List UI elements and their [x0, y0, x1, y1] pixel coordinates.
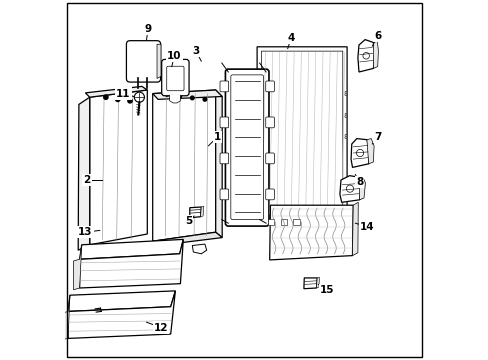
Circle shape: [165, 93, 168, 96]
Text: 2: 2: [83, 175, 90, 185]
Polygon shape: [152, 232, 222, 246]
FancyBboxPatch shape: [220, 189, 228, 200]
Polygon shape: [339, 176, 361, 202]
Polygon shape: [192, 244, 206, 254]
FancyBboxPatch shape: [166, 66, 183, 91]
Text: ε: ε: [343, 132, 347, 141]
FancyBboxPatch shape: [230, 75, 263, 220]
Polygon shape: [303, 278, 317, 289]
Circle shape: [178, 95, 181, 98]
Text: ε: ε: [343, 111, 347, 120]
Text: 9: 9: [144, 24, 151, 34]
Polygon shape: [73, 245, 81, 290]
FancyBboxPatch shape: [265, 153, 274, 164]
Text: 8: 8: [355, 177, 363, 187]
FancyBboxPatch shape: [265, 117, 274, 128]
FancyBboxPatch shape: [220, 153, 228, 164]
Text: 3: 3: [192, 46, 199, 56]
Polygon shape: [358, 176, 365, 200]
Polygon shape: [200, 206, 203, 217]
Text: 7: 7: [373, 132, 381, 142]
Text: 11: 11: [116, 89, 130, 99]
Polygon shape: [350, 139, 369, 167]
Polygon shape: [357, 40, 374, 72]
FancyBboxPatch shape: [265, 81, 274, 92]
FancyBboxPatch shape: [220, 117, 228, 128]
Polygon shape: [64, 295, 70, 339]
Polygon shape: [215, 90, 222, 238]
Circle shape: [115, 97, 120, 102]
Text: 12: 12: [153, 323, 168, 333]
Polygon shape: [68, 291, 175, 311]
Text: 5: 5: [184, 216, 192, 226]
Text: 4: 4: [287, 33, 294, 43]
Polygon shape: [169, 94, 180, 103]
Text: 13: 13: [78, 227, 92, 237]
Polygon shape: [89, 90, 147, 245]
Polygon shape: [366, 139, 373, 164]
Polygon shape: [152, 90, 215, 241]
Polygon shape: [80, 239, 183, 288]
Polygon shape: [189, 207, 201, 218]
FancyBboxPatch shape: [265, 189, 274, 200]
Circle shape: [127, 99, 132, 103]
Polygon shape: [269, 205, 352, 260]
Polygon shape: [257, 47, 346, 223]
Circle shape: [134, 92, 144, 102]
Polygon shape: [85, 86, 147, 97]
Polygon shape: [68, 291, 175, 338]
Polygon shape: [292, 219, 299, 225]
Circle shape: [103, 95, 108, 99]
Polygon shape: [152, 90, 222, 99]
Text: 6: 6: [373, 31, 381, 41]
Polygon shape: [352, 202, 358, 256]
Polygon shape: [316, 277, 319, 288]
Polygon shape: [267, 219, 274, 225]
Polygon shape: [280, 219, 286, 225]
Text: 15: 15: [319, 285, 334, 295]
Circle shape: [190, 96, 194, 100]
FancyBboxPatch shape: [220, 81, 228, 92]
Polygon shape: [78, 97, 89, 250]
Text: 1: 1: [213, 132, 221, 142]
Circle shape: [203, 98, 206, 101]
Text: 14: 14: [360, 222, 374, 232]
FancyBboxPatch shape: [225, 69, 268, 226]
Polygon shape: [373, 41, 378, 68]
Polygon shape: [157, 44, 161, 78]
FancyBboxPatch shape: [162, 59, 189, 96]
Text: ε: ε: [343, 89, 347, 98]
Polygon shape: [261, 51, 342, 219]
Polygon shape: [80, 239, 183, 259]
Text: 10: 10: [167, 51, 181, 61]
FancyBboxPatch shape: [126, 41, 160, 82]
